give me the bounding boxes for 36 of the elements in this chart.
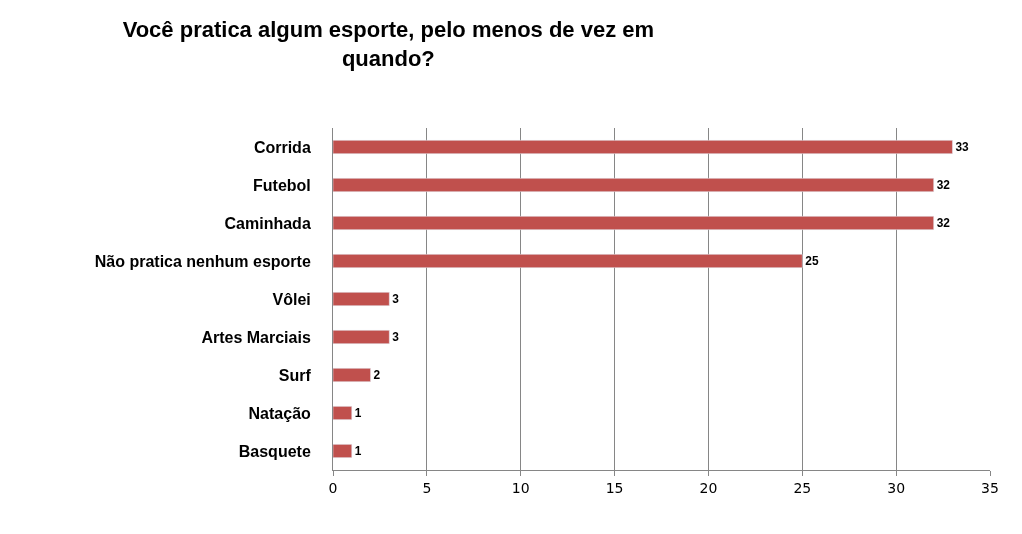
y-tick-label: Não pratica nenhum esporte (94, 252, 311, 270)
data-label: 33 (955, 139, 970, 154)
data-label: 3 (392, 329, 400, 344)
y-tick-label: Futebol (253, 176, 311, 194)
chart-title: Você pratica algum esporte, pelo menos de vez em quando? (122, 17, 655, 71)
bar (333, 330, 390, 344)
x-tick-label: 15 (605, 479, 624, 496)
x-tick-label: 25 (793, 479, 812, 496)
data-label: 3 (392, 291, 400, 306)
y-tick-label: Natação (248, 404, 312, 422)
x-tick-label: 5 (422, 479, 432, 496)
x-tick-label: 20 (699, 479, 718, 496)
y-tick-label: Corrida (253, 138, 311, 156)
bar (333, 254, 803, 268)
bar (333, 216, 934, 230)
bar (333, 444, 353, 458)
data-label: 1 (354, 405, 362, 420)
x-tick-label: 35 (981, 479, 999, 496)
data-label: 1 (354, 443, 362, 458)
data-label: 25 (805, 253, 819, 268)
bar (333, 178, 934, 192)
data-label: 2 (373, 367, 381, 382)
data-label: 32 (936, 177, 951, 192)
x-tick-label: 10 (511, 479, 530, 496)
bar (333, 140, 953, 154)
x-tick-label: 30 (887, 479, 906, 496)
y-tick-label: Vôlei (272, 290, 311, 308)
y-tick-label: Basquete (238, 442, 311, 460)
x-tick-label: 0 (328, 479, 338, 496)
bar (333, 406, 353, 420)
y-tick-label: Surf (278, 366, 312, 384)
bar (333, 368, 371, 382)
y-tick-label: Artes Marciais (201, 328, 311, 346)
y-tick-label: Caminhada (224, 214, 311, 232)
data-label: 32 (936, 215, 951, 230)
bar (333, 292, 390, 306)
